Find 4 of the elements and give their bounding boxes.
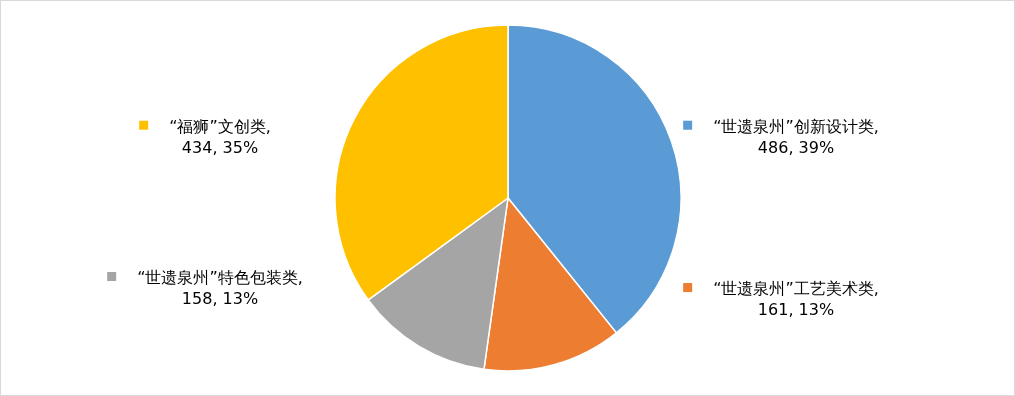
legend-label: “福狮”文创类, 434, 35% [169,116,271,157]
legend-label: “世遗泉州”特色包装类, 158, 13% [137,268,303,309]
legend-label: “世遗泉州”工艺美术类, 161, 13% [713,279,879,320]
legend-label: “世遗泉州”创新设计类, 486, 39% [713,116,879,157]
